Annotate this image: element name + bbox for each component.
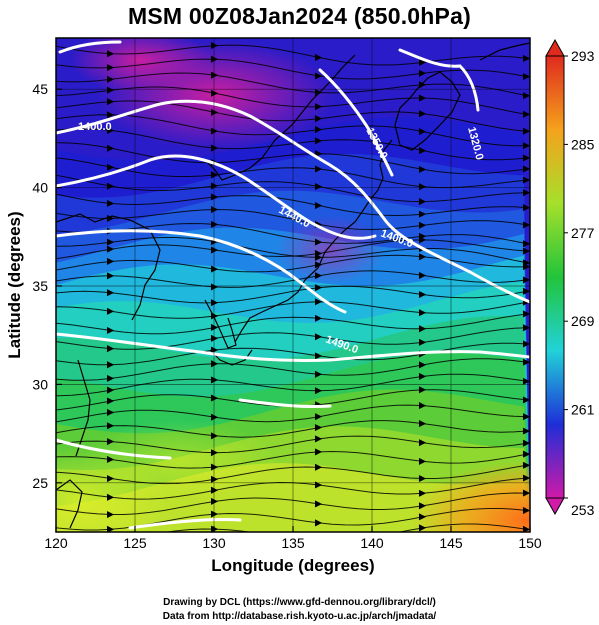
map-area: 1400.0 1350.0 1320.0 1440.0 1400.0 1490.… (56, 38, 530, 532)
map-grid (56, 38, 530, 532)
colorbar-ticks: 293 285 277 269 261 253 (564, 48, 595, 518)
colorbar-top-arrow (545, 38, 565, 57)
colorbar-tick-label: 277 (571, 225, 595, 241)
lat-tick-label: 40 (32, 180, 48, 196)
x-axis-label: Longitude (degrees) (211, 556, 375, 575)
chart-title: MSM 00Z08Jan2024 (850.0hPa) (128, 3, 471, 29)
colorbar-tick-label: 253 (571, 502, 595, 518)
lon-tick-label: 140 (360, 535, 384, 551)
y-axis-label: Latitude (degrees) (5, 211, 24, 359)
colorbar-scale (545, 55, 565, 499)
colorbar: 293 285 277 269 261 253 (545, 38, 595, 518)
colorbar-tick-label: 269 (571, 313, 595, 329)
colorbar-tick-label: 261 (571, 402, 595, 418)
data-credit: Data from http://database.rish.kyoto-u.a… (162, 611, 437, 622)
drawing-credit: Drawing by DCL (https://www.gfd-dennou.o… (163, 597, 436, 608)
lon-tick-label: 135 (281, 535, 305, 551)
lon-tick-label: 120 (44, 535, 68, 551)
colorbar-tick-label: 285 (571, 136, 595, 152)
lon-tick-label: 125 (123, 535, 147, 551)
colorbar-tick-label: 293 (571, 48, 595, 64)
lat-tick-label: 30 (32, 376, 48, 392)
contour-label: 1400.0 (78, 121, 112, 133)
lon-tick-label: 130 (202, 535, 226, 551)
wind-streamlines (56, 42, 530, 532)
height-contours (56, 40, 530, 530)
lat-tick-label: 25 (32, 475, 48, 491)
lon-tick-label: 150 (518, 535, 542, 551)
lon-tick-label: 145 (439, 535, 463, 551)
map-axes: 120 125 130 135 140 145 150 25 30 35 40 45 (32, 81, 541, 551)
lat-tick-label: 45 (32, 81, 48, 97)
lat-tick-label: 35 (32, 278, 48, 294)
colorbar-bottom-arrow (545, 497, 565, 516)
